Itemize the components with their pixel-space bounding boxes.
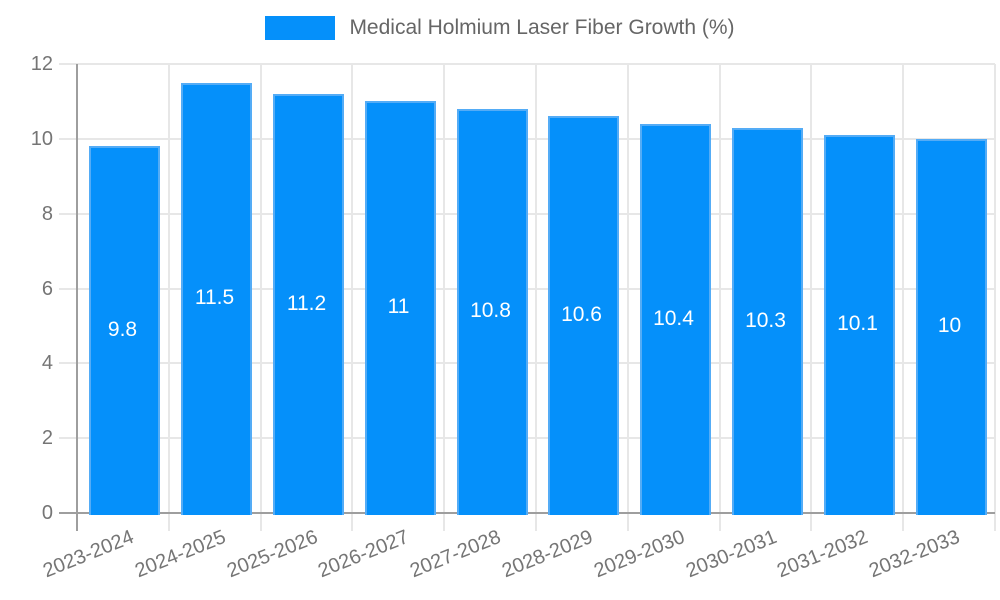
x-axis-tick-label: 2031-2032 xyxy=(774,526,872,583)
x-axis-tick-label: 2023-2024 xyxy=(40,526,138,583)
x-gridline xyxy=(810,64,812,531)
bar xyxy=(548,116,619,515)
x-gridline xyxy=(443,64,445,531)
legend-swatch-icon xyxy=(265,16,336,40)
y-gridline xyxy=(59,63,995,65)
chart-legend[interactable]: Medical Holmium Laser Fiber Growth (%) xyxy=(0,16,1000,40)
y-axis-tick-label: 0 xyxy=(41,502,53,524)
bar xyxy=(365,101,436,515)
bar-value-label: 10.1 xyxy=(837,312,878,335)
x-axis-tick-label: 2027-2028 xyxy=(407,526,505,583)
x-gridline xyxy=(994,64,996,531)
legend-label: Medical Holmium Laser Fiber Growth (%) xyxy=(349,16,735,39)
x-axis-tick-label: 2024-2025 xyxy=(132,526,230,583)
bar-value-label: 9.8 xyxy=(107,318,138,341)
bar xyxy=(273,94,344,515)
bar xyxy=(824,135,895,515)
x-gridline xyxy=(902,64,904,531)
x-axis-tick-label: 2026-2027 xyxy=(315,526,413,583)
bar xyxy=(640,124,711,515)
x-axis-tick-label: 2030-2031 xyxy=(683,526,781,583)
bar-value-label: 10.6 xyxy=(561,303,602,326)
y-axis-line xyxy=(76,64,78,531)
bar xyxy=(89,146,160,515)
x-gridline xyxy=(351,64,353,531)
bar xyxy=(457,109,528,515)
y-axis-tick-label: 8 xyxy=(41,203,53,225)
y-axis-tick-label: 10 xyxy=(30,128,53,150)
y-axis-tick-label: 2 xyxy=(41,427,53,449)
x-gridline xyxy=(627,64,629,531)
y-axis-tick-label: 4 xyxy=(41,352,53,374)
x-gridline xyxy=(719,64,721,531)
x-gridline xyxy=(260,64,262,531)
bar-value-label: 10.3 xyxy=(745,309,786,332)
bar xyxy=(181,83,252,515)
bar-value-label: 11 xyxy=(387,295,410,318)
x-axis-tick-label: 2025-2026 xyxy=(224,526,322,583)
x-axis-tick-label: 2032-2033 xyxy=(866,526,964,583)
bar-value-label: 11.5 xyxy=(194,286,235,309)
bar-value-label: 10 xyxy=(937,314,962,337)
bar xyxy=(732,128,803,515)
bar-value-label: 11.2 xyxy=(286,292,327,315)
bar-value-label: 10.8 xyxy=(470,299,511,322)
bar-value-label: 10.4 xyxy=(653,307,694,330)
bar xyxy=(916,139,987,515)
y-axis-tick-label: 12 xyxy=(30,53,53,75)
x-axis-tick-label: 2029-2030 xyxy=(591,526,689,583)
y-axis-tick-label: 6 xyxy=(41,278,53,300)
x-gridline xyxy=(535,64,537,531)
x-axis-tick-label: 2028-2029 xyxy=(499,526,597,583)
x-gridline xyxy=(168,64,170,531)
